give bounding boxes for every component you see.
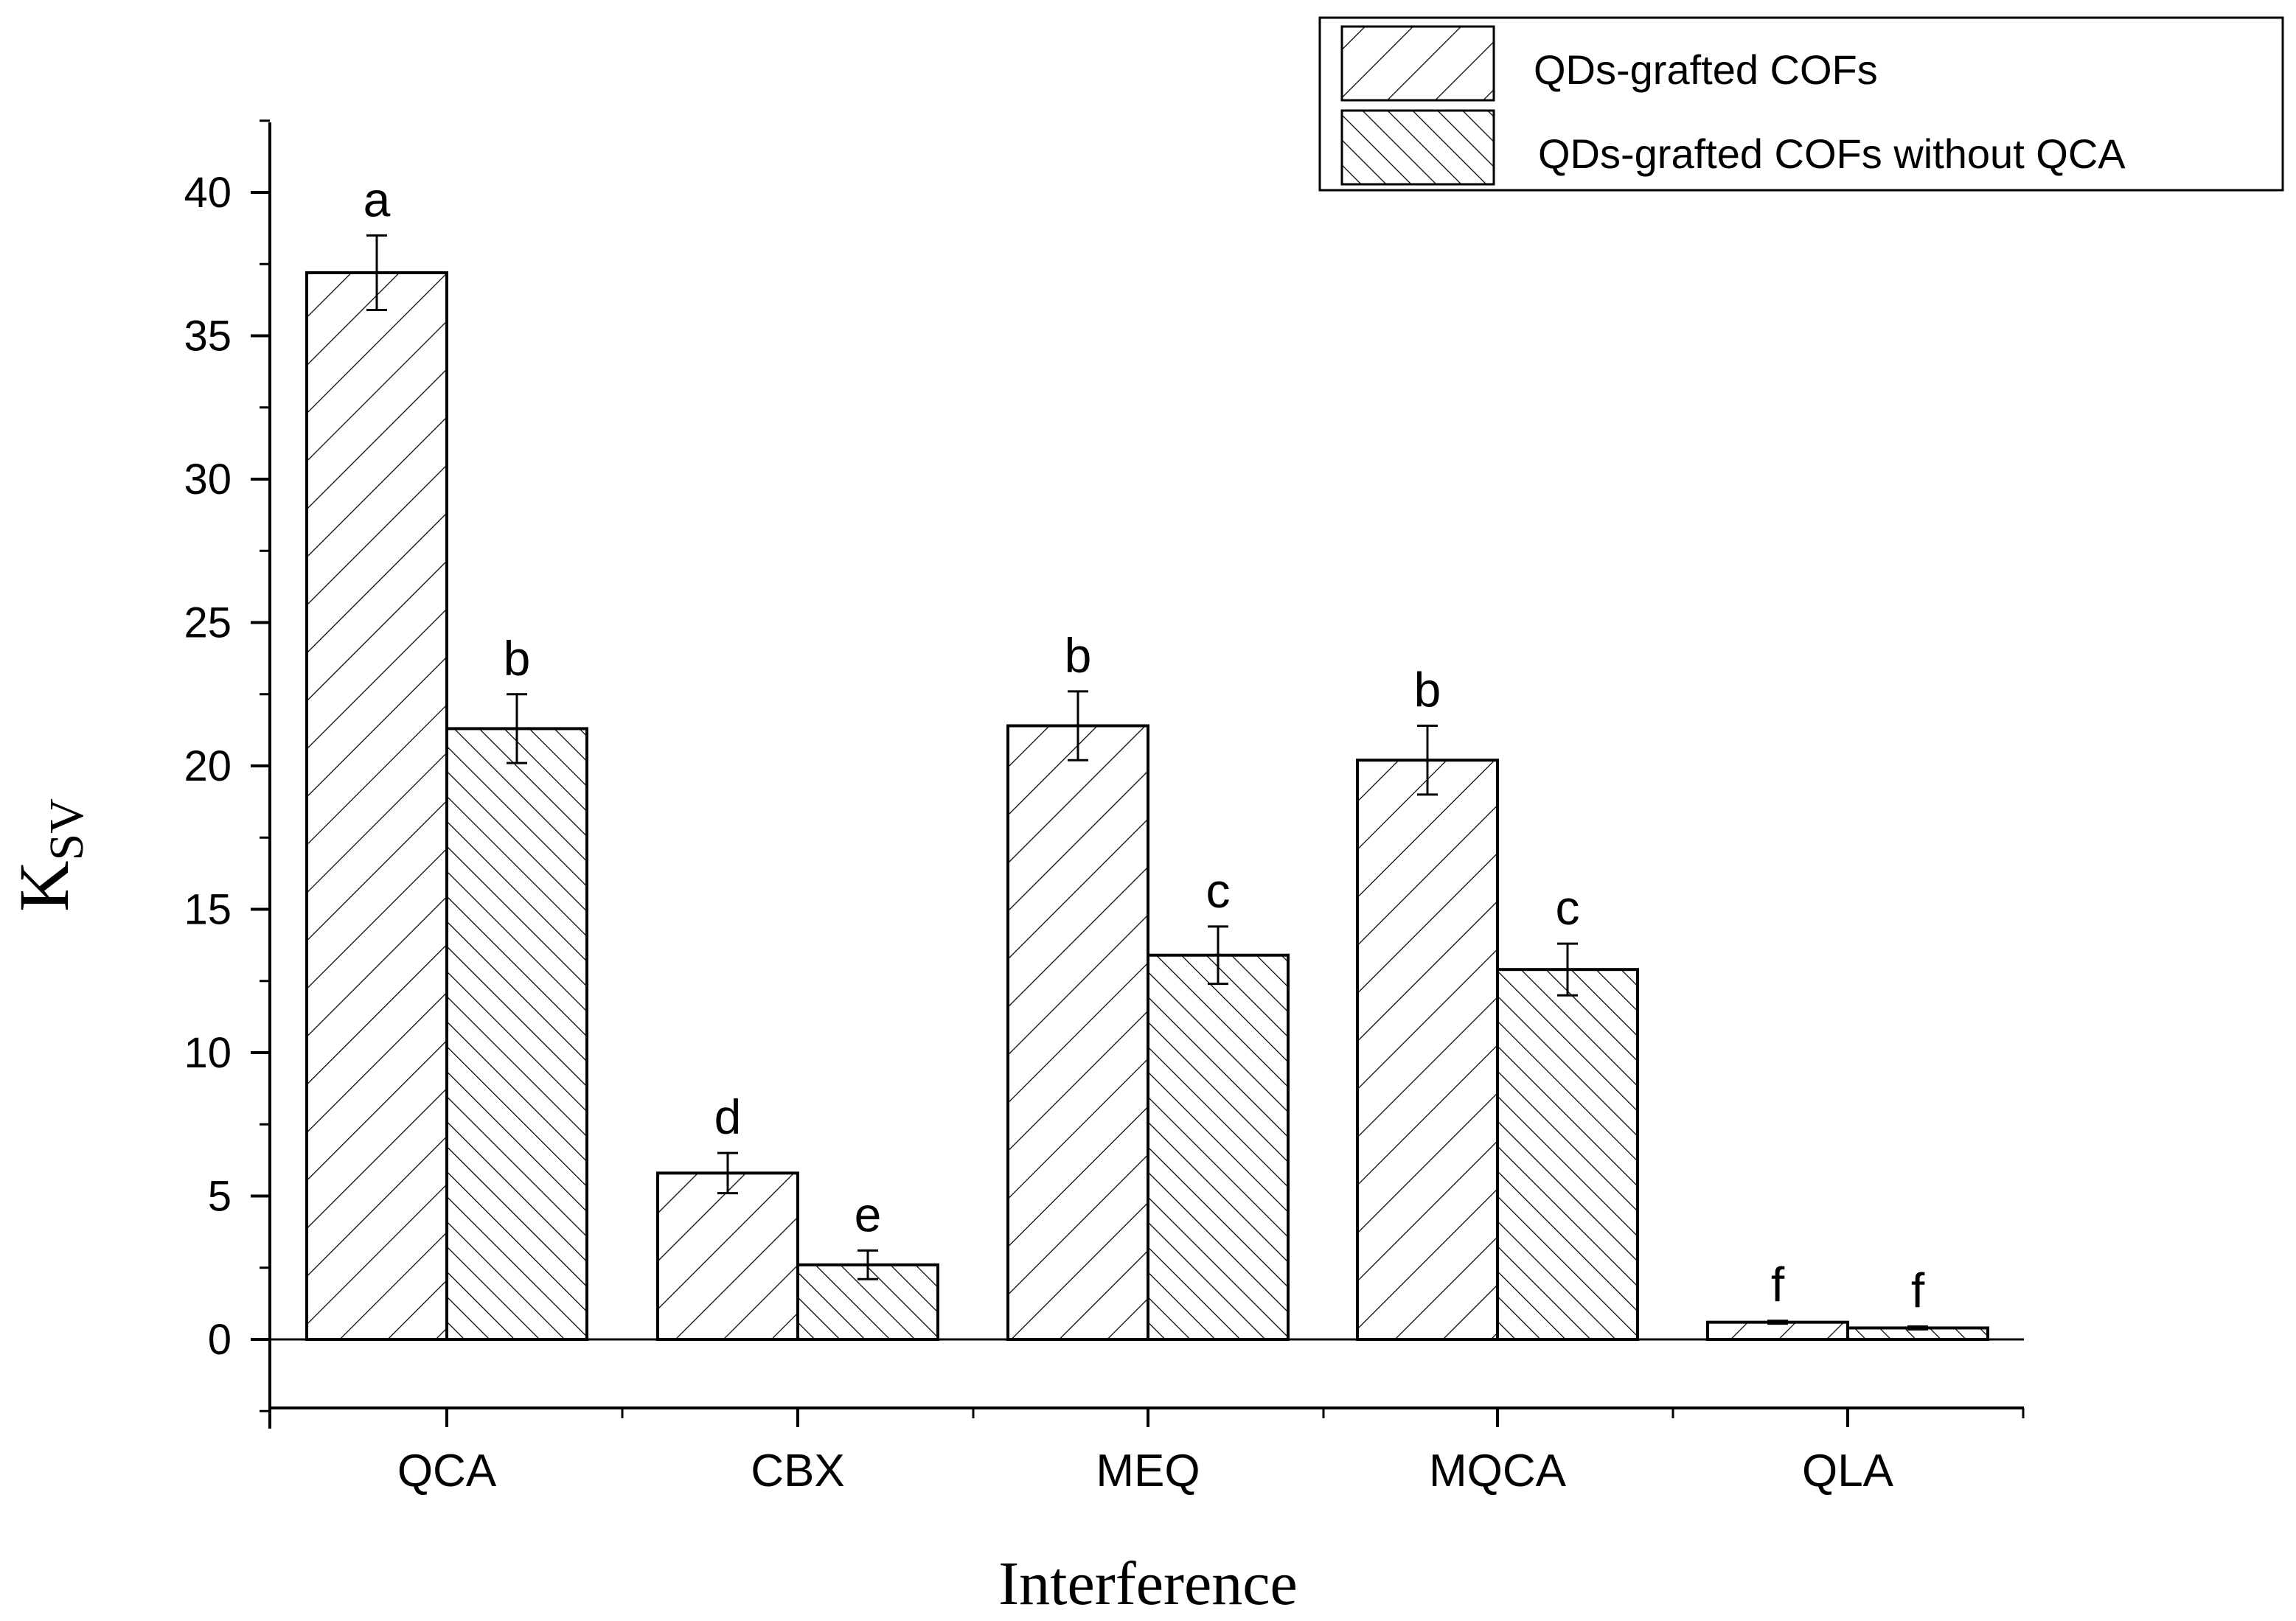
sig-letter-series1-mqca: b (1414, 663, 1441, 717)
bars (305, 271, 1989, 1342)
sig-letter-series1-meq: b (1065, 628, 1092, 683)
x-tick-label-meq: MEQ (1096, 1446, 1200, 1496)
bar-series1-qca (305, 271, 448, 1341)
legend-label-qds-grafted-cofs-without-qca: QDs-grafted COFs without QCA (1538, 130, 2126, 177)
legend-swatch-qds-grafted-cofs (1340, 25, 1495, 102)
y-tick-label-20: 20 (184, 742, 232, 790)
legend-swatch-qds-grafted-cofs-without-qca (1340, 109, 1495, 186)
sig-letter-series1-qla: f (1771, 1258, 1785, 1312)
legend: QDs-grafted COFs QDs-grafted COFs withou… (1318, 16, 2284, 192)
sig-letter-series2-cbx: e (855, 1187, 882, 1241)
y-axis-title: KSV (4, 798, 94, 912)
bar-series2-mqca (1496, 968, 1639, 1341)
bar-series2-cbx (796, 1263, 939, 1341)
bar-series1-qla (1706, 1320, 1849, 1342)
x-tick-label-qla: QLA (1802, 1446, 1894, 1496)
bar-series1-mqca (1356, 759, 1499, 1341)
y-tick-label-30: 30 (184, 456, 232, 503)
x-tick-label-mqca: MQCA (1429, 1446, 1567, 1496)
sig-letter-series1-qca: a (363, 172, 391, 226)
sig-letter-series2-meq: c (1206, 863, 1231, 918)
x-tick-label-cbx: CBX (751, 1446, 844, 1496)
y-tick-label-5: 5 (208, 1173, 232, 1221)
sig-letter-series2-qla: f (1911, 1263, 1925, 1317)
sig-letter-series2-qca: b (504, 631, 531, 686)
x-axis-title: Interference (998, 1549, 1298, 1618)
y-tick-label-10: 10 (184, 1029, 232, 1077)
sig-letter-series2-mqca: c (1556, 880, 1580, 935)
bar-series1-cbx (656, 1171, 799, 1341)
y-ticks: 0 5 10 15 20 25 30 35 40 (184, 119, 270, 1412)
y-axis-title-main: K (4, 861, 83, 912)
y-tick-label-40: 40 (184, 169, 232, 217)
x-ticks: QCA CBX MEQ MQCA QLA (268, 1408, 2025, 1496)
bar-series2-meq (1147, 953, 1290, 1341)
bar-series1-meq (1006, 724, 1149, 1341)
y-tick-label-0: 0 (208, 1316, 232, 1364)
significance-labels: a d b b f b e c c f (363, 172, 1925, 1317)
y-tick-label-15: 15 (184, 886, 232, 934)
y-tick-label-25: 25 (184, 599, 232, 647)
y-axis-title-subscript: SV (40, 798, 94, 860)
sig-letter-series1-cbx: d (714, 1090, 742, 1144)
error-bars (366, 234, 1928, 1331)
y-tick-label-35: 35 (184, 313, 232, 360)
bar-series2-qca (445, 727, 588, 1341)
legend-label-qds-grafted-cofs: QDs-grafted COFs (1534, 46, 1878, 93)
x-tick-label-qca: QCA (397, 1446, 497, 1496)
